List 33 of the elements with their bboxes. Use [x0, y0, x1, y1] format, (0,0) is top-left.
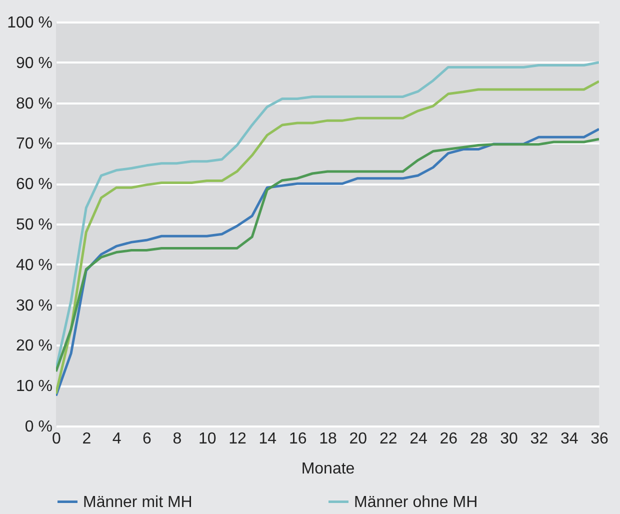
x-tick-label: 8 [172, 430, 182, 448]
x-tick-label: 20 [349, 430, 368, 448]
y-tick-label: 50 % [16, 216, 52, 234]
y-tick-label: 60 % [16, 176, 52, 194]
x-axis-title: Monate [301, 460, 355, 478]
x-tick-label: 26 [440, 430, 458, 448]
legend-label: Männer mit MH [83, 494, 192, 511]
x-tick-label: 24 [410, 430, 428, 448]
x-tick-label: 10 [198, 430, 216, 448]
x-tick-label: 0 [52, 430, 62, 448]
y-tick-label: 70 % [16, 136, 52, 153]
x-tick-label: 30 [500, 430, 518, 448]
x-tick-label: 12 [228, 430, 246, 448]
x-tick-label: 28 [470, 430, 488, 448]
x-tick-label: 18 [319, 430, 337, 448]
y-tick-label: 80 % [16, 95, 52, 112]
x-tick-label: 32 [530, 430, 548, 448]
y-tick-label: 40 % [16, 256, 52, 274]
y-tick-label: 30 % [16, 297, 52, 314]
x-tick-label: 36 [590, 430, 608, 448]
y-tick-label: 100 % [7, 14, 52, 32]
x-tick-label: 6 [142, 430, 152, 448]
x-tick-label: 2 [82, 430, 92, 448]
legend-label: Männer ohne MH [354, 494, 478, 511]
x-tick-label: 22 [379, 430, 398, 448]
x-tick-label: 4 [112, 430, 122, 448]
x-tick-label: 14 [258, 430, 277, 448]
y-tick-label: 10 % [16, 378, 52, 396]
x-tick-label: 16 [288, 430, 307, 448]
y-tick-label: 0 % [24, 418, 52, 436]
y-tick-label: 90 % [16, 54, 52, 72]
y-tick-label: 20 % [16, 338, 52, 355]
x-tick-label: 34 [560, 430, 578, 448]
